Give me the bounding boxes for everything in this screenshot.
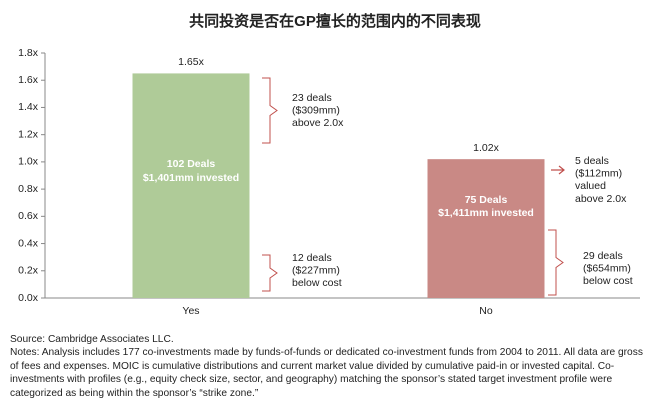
value-label: 1.02x [473,142,499,154]
annotation-text: 5 deals [575,155,609,167]
annotation-bracket [548,229,564,296]
y-tick-label: 1.4x [18,101,39,113]
y-tick-label: 1.0x [18,156,39,168]
source: Source: Cambridge Associates LLC. [10,334,174,345]
y-tick-label: 1.2x [18,128,39,140]
bar-label: $1,401mm invested [143,172,239,184]
chart-title: 共同投资是否在GP擅长的范围内的不同表现 [189,12,481,30]
annotation-text: 29 deals [583,250,623,262]
y-tick-label: 1.8x [18,47,39,59]
y-tick-label: 0.0x [18,292,39,304]
bar [427,159,545,298]
y-tick-label: 0.2x [18,265,39,277]
y-tick-label: 1.6x [18,74,39,86]
annotation-text: ($654mm) [583,262,631,274]
annotation-text: above 2.0x [292,117,344,129]
annotation-text: ($309mm) [292,104,340,116]
notes: Notes: Analysis includes 177 co-investme… [10,347,643,399]
bar-label: 102 Deals [167,158,216,170]
bar [132,73,250,299]
annotation-text: below cost [583,275,633,287]
annotation-text: ($227mm) [292,264,340,276]
footnotes: Source: Cambridge Associates LLC. Notes:… [10,333,646,400]
annotation-text: ($112mm) [575,167,622,179]
y-tick-label: 0.4x [18,237,39,249]
annotation-text: 12 deals [292,252,332,264]
annotation-text: valued [575,180,606,192]
annotation-bracket [262,77,278,144]
annotation-text: below cost [292,277,342,289]
y-tick-label: 0.8x [18,183,39,195]
y-tick-label: 0.6x [18,210,39,222]
value-label: 1.65x [178,56,204,68]
annotation-bracket [262,254,278,292]
chart: 共同投资是否在GP擅长的范围内的不同表现 0.0x 0.2x 0.4x 0.6x 0.8… [18,12,640,317]
annotation-text: above 2.0x [575,193,627,205]
bar-label: 75 Deals [465,194,508,206]
annotation-arrow [551,165,565,175]
x-tick-label: Yes [182,305,199,317]
bar-label: $1,411mm invested [438,207,534,219]
x-tick-label: No [479,305,493,317]
annotation-text: 23 deals [292,92,332,104]
